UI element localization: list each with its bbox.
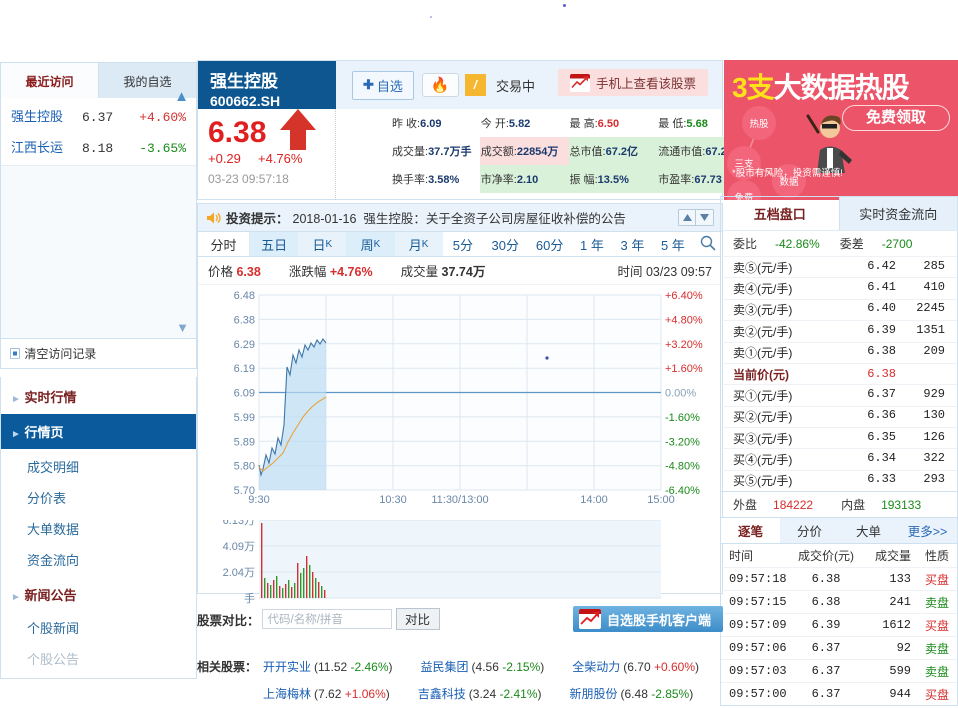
svg-text:6.48: 6.48 bbox=[234, 290, 255, 302]
svg-text:6.09: 6.09 bbox=[234, 388, 255, 400]
svg-text:+4.80%: +4.80% bbox=[665, 314, 703, 326]
svg-text:5.99: 5.99 bbox=[234, 412, 255, 424]
svg-text:6.38: 6.38 bbox=[234, 314, 255, 326]
svg-text:14:00: 14:00 bbox=[580, 494, 608, 506]
svg-text:2.04万: 2.04万 bbox=[223, 567, 255, 579]
svg-text:4.09万: 4.09万 bbox=[223, 541, 255, 553]
svg-text:11:30/13:00: 11:30/13:00 bbox=[431, 494, 488, 506]
svg-text:6.13万: 6.13万 bbox=[223, 520, 255, 527]
svg-text:手: 手 bbox=[244, 591, 255, 605]
svg-text:+6.40%: +6.40% bbox=[665, 290, 703, 302]
svg-text:0.00%: 0.00% bbox=[665, 388, 696, 400]
svg-text:热股: 热股 bbox=[749, 118, 769, 130]
svg-text:9:30: 9:30 bbox=[248, 494, 269, 506]
svg-text:+1.60%: +1.60% bbox=[665, 363, 703, 375]
svg-text:5.89: 5.89 bbox=[234, 436, 255, 448]
svg-text:15:00: 15:00 bbox=[647, 494, 675, 506]
svg-text:6.29: 6.29 bbox=[234, 339, 255, 351]
svg-text:-4.80%: -4.80% bbox=[665, 461, 700, 473]
svg-text:-3.20%: -3.20% bbox=[665, 436, 700, 448]
svg-text:6.19: 6.19 bbox=[234, 363, 255, 375]
svg-text:-1.60%: -1.60% bbox=[665, 412, 700, 424]
svg-text:10:30: 10:30 bbox=[379, 494, 407, 506]
svg-text:5.80: 5.80 bbox=[234, 461, 255, 473]
svg-text:+3.20%: +3.20% bbox=[665, 339, 703, 351]
